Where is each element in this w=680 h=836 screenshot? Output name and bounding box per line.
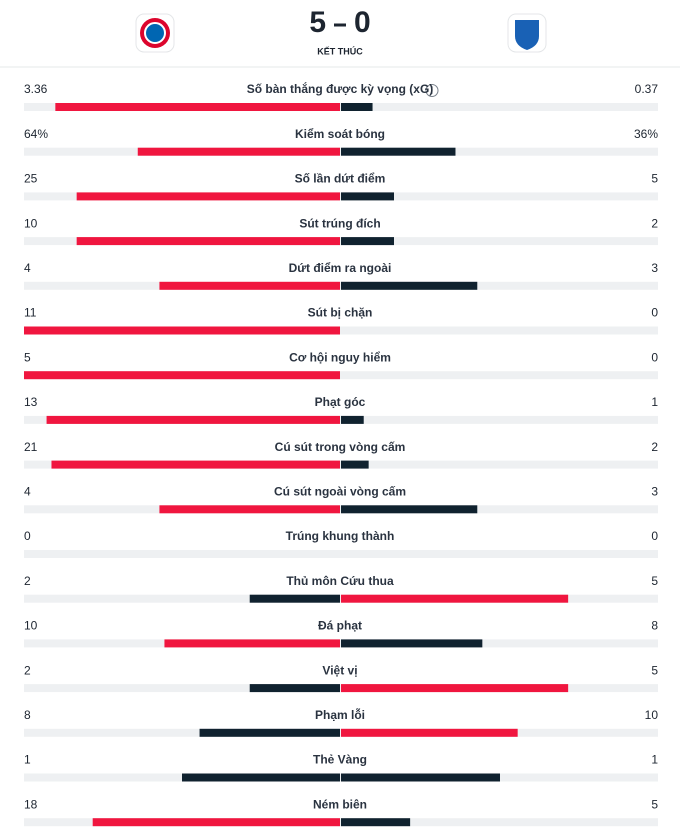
away-value: 10	[645, 708, 659, 722]
away-value: 5	[651, 797, 658, 811]
stat-label: Sút trúng đích	[299, 216, 380, 230]
stat-label: Ném biên	[313, 797, 367, 811]
stat-label: Phạt góc	[315, 395, 366, 409]
stat-label: Số bàn thắng được kỳ vọng (xG)	[247, 81, 434, 96]
home-bar	[51, 460, 340, 469]
home-value: 1	[24, 753, 31, 767]
away-logo	[515, 20, 539, 50]
bar-track	[24, 326, 658, 335]
away-value: 5	[651, 663, 658, 677]
away-value: 0	[651, 306, 658, 320]
home-bar	[24, 371, 340, 380]
stat-label: Sút bị chặn	[308, 306, 373, 320]
away-bar	[341, 415, 364, 424]
away-value: 36%	[634, 127, 658, 141]
home-value: 25	[24, 172, 38, 186]
away-value: 8	[651, 619, 658, 633]
stat-label: Cơ hội nguy hiểm	[289, 350, 391, 364]
home-value: 8	[24, 708, 31, 722]
home-bar	[76, 237, 341, 246]
bar-track	[24, 550, 658, 558]
home-bar	[55, 103, 340, 111]
away-value: 0	[651, 350, 658, 364]
stat-label: Cú sút ngoài vòng cấm	[274, 484, 406, 498]
home-bar	[92, 818, 341, 827]
away-bar	[341, 147, 456, 156]
stat-label: Phạm lỗi	[315, 707, 365, 722]
home-bar	[199, 728, 340, 737]
stat-label: Kiểm soát bóng	[295, 127, 385, 141]
home-value: 4	[24, 484, 31, 498]
away-value: 1	[651, 395, 658, 409]
away-bar	[341, 281, 478, 290]
home-value: 18	[24, 797, 38, 811]
stat-label: Đá phạt	[318, 619, 362, 633]
home-bar	[76, 192, 341, 201]
home-value: 11	[24, 306, 37, 320]
stat-label: Cú sút trong vòng cấm	[275, 440, 406, 454]
home-bar	[249, 594, 340, 603]
home-value: 5	[24, 350, 31, 364]
away-value: 2	[651, 216, 658, 230]
away-value: 5	[651, 172, 658, 186]
away-value: 3	[651, 484, 658, 498]
home-value: 4	[24, 261, 31, 275]
home-score: 5	[309, 6, 326, 39]
home-bar	[159, 281, 340, 290]
home-bar	[249, 684, 340, 693]
stat-label: Thẻ Vàng	[313, 753, 367, 767]
away-value: 0	[651, 529, 658, 543]
home-value: 21	[24, 440, 38, 454]
away-score: 0	[354, 6, 371, 39]
stat-label: Thủ môn Cứu thua	[286, 574, 394, 588]
away-value: 1	[651, 753, 658, 767]
stat-label: Việt vị	[322, 663, 357, 677]
away-bar	[341, 639, 483, 648]
home-bar	[137, 147, 340, 156]
away-bar	[341, 505, 478, 514]
home-value: 64%	[24, 127, 48, 141]
home-value: 10	[24, 216, 38, 230]
home-logo-inner	[144, 22, 166, 44]
away-bar	[341, 728, 518, 737]
away-bar	[341, 460, 369, 469]
stat-label: Trúng khung thành	[286, 529, 395, 543]
home-value: 2	[24, 663, 31, 677]
home-value: 2	[24, 574, 31, 588]
home-value: 13	[24, 395, 38, 409]
away-bar	[341, 594, 569, 603]
home-value: 10	[24, 619, 38, 633]
away-value: 2	[651, 440, 658, 454]
match-status: KẾT THÚC	[317, 45, 363, 56]
home-value: 3.36	[24, 82, 48, 96]
stat-label: Số lần dứt điểm	[295, 172, 386, 186]
away-bar	[341, 103, 373, 111]
away-bar	[341, 237, 394, 246]
home-bar	[182, 773, 340, 782]
away-value: 0.37	[635, 82, 659, 96]
away-value: 5	[651, 574, 658, 588]
home-bar	[159, 505, 340, 514]
home-value: 0	[24, 529, 31, 543]
away-bar	[341, 818, 411, 827]
bar-track	[24, 371, 658, 380]
away-bar	[341, 773, 500, 782]
stat-label: Dứt điểm ra ngoài	[289, 261, 392, 275]
away-bar	[341, 192, 394, 201]
home-bar	[46, 415, 340, 424]
home-bar	[24, 326, 340, 335]
xg-info-icon[interactable]	[425, 84, 439, 97]
away-value: 3	[651, 261, 658, 275]
away-bar	[341, 684, 569, 693]
home-bar	[164, 639, 340, 648]
